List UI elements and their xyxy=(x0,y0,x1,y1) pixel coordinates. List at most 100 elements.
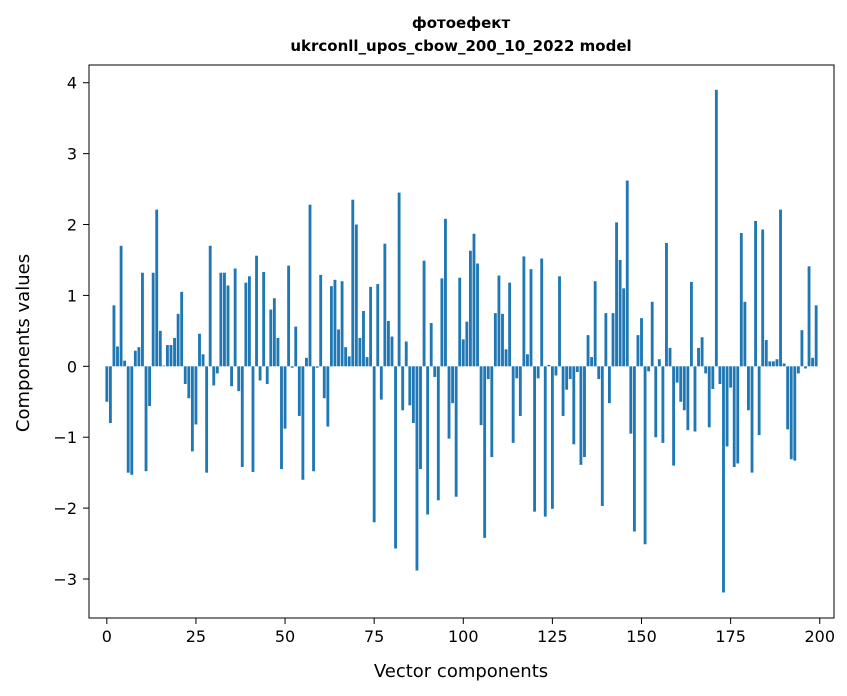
bar xyxy=(447,366,451,439)
bar xyxy=(704,366,708,374)
bar xyxy=(536,366,540,379)
x-tick-label: 125 xyxy=(537,627,568,646)
bar xyxy=(615,222,618,367)
bar xyxy=(707,366,711,428)
bar xyxy=(226,285,230,367)
bar xyxy=(665,242,668,367)
bar xyxy=(404,341,408,367)
bar xyxy=(618,259,622,367)
bar xyxy=(312,366,315,472)
x-axis-label: Vector components xyxy=(374,661,548,682)
bar xyxy=(608,366,611,404)
bar xyxy=(148,366,152,407)
bar xyxy=(526,354,529,367)
bar xyxy=(190,366,194,452)
bar xyxy=(732,366,736,467)
bar xyxy=(650,301,654,367)
bar xyxy=(354,224,358,367)
bar xyxy=(643,366,647,545)
bar xyxy=(654,366,658,438)
bar xyxy=(319,274,323,367)
bar xyxy=(675,366,679,383)
bar xyxy=(429,323,433,367)
bar xyxy=(390,336,394,367)
bar xyxy=(700,337,704,367)
bar xyxy=(158,330,162,367)
bar xyxy=(411,366,415,424)
bar xyxy=(272,298,276,367)
bar xyxy=(176,313,180,367)
bar xyxy=(647,366,651,372)
bar xyxy=(468,250,472,367)
bar xyxy=(764,340,768,367)
bar xyxy=(547,364,551,367)
bar xyxy=(757,366,761,436)
bar xyxy=(215,366,219,374)
x-tick-label: 175 xyxy=(715,627,746,646)
bar xyxy=(561,366,565,416)
bar xyxy=(711,366,715,389)
bar xyxy=(294,326,298,367)
chart-title: фотоефект xyxy=(412,14,511,32)
bar xyxy=(108,366,112,424)
bar xyxy=(340,281,344,367)
bar xyxy=(194,366,198,425)
bar xyxy=(679,366,683,402)
bar xyxy=(141,272,144,367)
bar xyxy=(426,366,430,515)
x-tick-label: 25 xyxy=(186,627,206,646)
y-tick-label: −2 xyxy=(53,499,77,518)
x-tick-label: 0 xyxy=(102,627,112,646)
y-tick-label: 2 xyxy=(67,216,77,235)
bar xyxy=(811,357,815,367)
bar xyxy=(433,366,437,377)
bar xyxy=(287,265,291,367)
bar xyxy=(344,347,348,367)
bar xyxy=(682,366,686,411)
bar xyxy=(518,366,522,416)
bar xyxy=(326,366,330,427)
bar xyxy=(133,350,137,367)
bar xyxy=(187,366,191,399)
bar xyxy=(362,311,365,367)
bar xyxy=(572,366,576,445)
chart-subtitle: ukrconll_upos_cbow_200_10_2022 model xyxy=(290,37,631,55)
bar xyxy=(401,366,405,411)
bar xyxy=(725,366,729,447)
bar xyxy=(166,345,169,367)
bar xyxy=(604,313,608,367)
bar xyxy=(768,361,772,367)
x-tick-label: 200 xyxy=(804,627,835,646)
plot-frame xyxy=(88,64,835,619)
bar xyxy=(611,313,615,367)
y-tick-label: 0 xyxy=(67,357,77,376)
bar xyxy=(540,258,544,367)
bar xyxy=(775,359,779,367)
bar xyxy=(283,366,287,429)
bar xyxy=(590,357,594,367)
bar xyxy=(747,366,750,411)
x-tick-label: 50 xyxy=(275,627,295,646)
bar xyxy=(479,366,483,426)
bar xyxy=(497,275,501,367)
bar xyxy=(472,233,476,367)
bar xyxy=(365,357,369,367)
bar xyxy=(718,366,722,385)
bar xyxy=(151,272,155,367)
bar xyxy=(465,321,469,367)
bar xyxy=(508,282,512,367)
bar xyxy=(212,366,216,386)
bar xyxy=(244,282,248,367)
bar xyxy=(629,366,633,434)
bar xyxy=(297,366,301,416)
bar xyxy=(397,192,401,367)
bar xyxy=(454,366,458,497)
bar xyxy=(230,366,234,387)
bar xyxy=(369,286,373,367)
bar xyxy=(280,366,283,470)
bar xyxy=(333,279,337,367)
bar xyxy=(786,366,790,430)
bar xyxy=(568,366,572,380)
bar xyxy=(422,260,426,367)
bar xyxy=(804,366,807,369)
